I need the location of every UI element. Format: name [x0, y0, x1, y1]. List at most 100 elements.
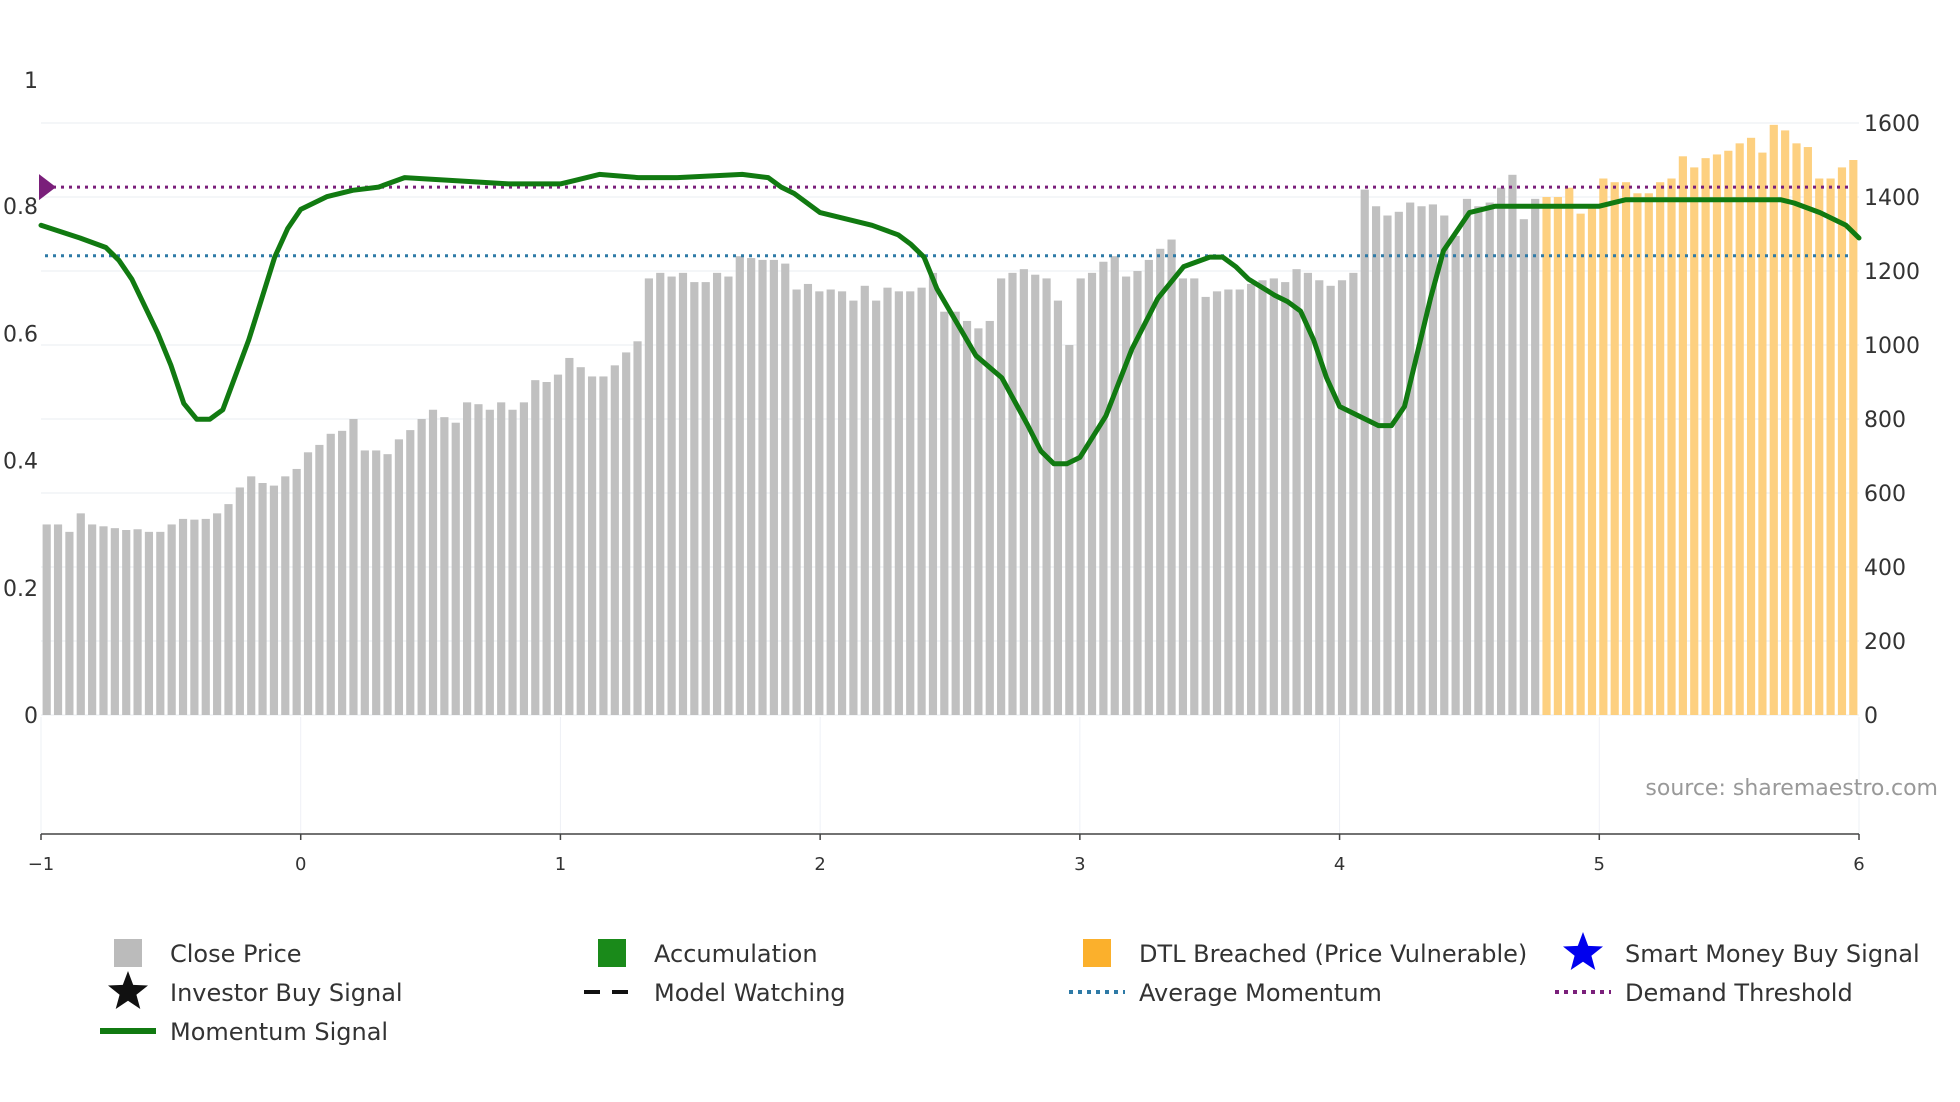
price-bar	[1542, 197, 1551, 715]
x-tick-label: 1	[555, 854, 566, 875]
legend-item: Smart Money Buy Signal	[1563, 932, 1920, 970]
price-bar	[951, 311, 960, 715]
price-bar	[1076, 278, 1085, 715]
price-bar	[1065, 345, 1074, 715]
x-tick-label: 6	[1853, 854, 1864, 875]
legend-star-icon	[108, 971, 148, 1009]
price-bar	[622, 352, 631, 715]
price-bar	[781, 263, 790, 715]
price-bar	[133, 529, 142, 715]
price-bar	[985, 320, 994, 715]
price-bar	[1383, 215, 1392, 715]
price-bar	[76, 513, 85, 715]
legend-label: Momentum Signal	[170, 1018, 388, 1046]
right-tick-label: 1200	[1864, 260, 1920, 285]
legend-item: Close Price	[114, 939, 302, 968]
price-bar	[1190, 278, 1199, 715]
price-bar	[1678, 156, 1687, 716]
price-bar	[1576, 213, 1585, 715]
price-bar	[383, 454, 392, 715]
legend-label: Smart Money Buy Signal	[1625, 940, 1920, 968]
price-bar	[1815, 178, 1824, 715]
legend-item: DTL Breached (Price Vulnerable)	[1083, 939, 1527, 968]
right-tick-label: 800	[1864, 408, 1906, 433]
price-bar	[599, 376, 608, 715]
left-tick-label: 0.8	[3, 195, 38, 220]
price-bar	[1224, 289, 1233, 715]
price-bar	[1440, 215, 1449, 715]
price-bar	[849, 300, 858, 715]
x-tick-label: 5	[1594, 854, 1605, 875]
price-bar	[769, 259, 778, 715]
price-bar	[633, 341, 642, 715]
price-bar	[485, 409, 494, 715]
price-bar	[1235, 289, 1244, 715]
price-bar	[519, 402, 528, 715]
price-bar	[701, 282, 710, 715]
price-bar	[690, 282, 699, 715]
right-tick-label: 0	[1864, 704, 1878, 729]
price-bar	[213, 513, 222, 715]
price-bar	[565, 357, 574, 715]
price-bar	[1201, 296, 1210, 715]
price-bar	[1792, 143, 1801, 716]
price-bar	[815, 291, 824, 715]
price-bar	[1633, 193, 1642, 716]
price-bar	[156, 531, 165, 715]
price-bar	[508, 409, 517, 715]
price-bar	[428, 409, 438, 715]
price-bar	[531, 380, 540, 715]
legend-label: Accumulation	[654, 940, 818, 968]
price-bar	[1587, 208, 1597, 715]
price-bar	[53, 524, 63, 715]
price-bar	[1531, 198, 1540, 716]
price-bar	[224, 504, 233, 715]
right-tick-label: 1600	[1864, 112, 1920, 137]
left-tick-label: 0.6	[3, 322, 38, 347]
price-bar	[1019, 269, 1028, 715]
price-bar	[860, 285, 869, 715]
price-bar	[1735, 143, 1744, 716]
price-bar	[1474, 206, 1483, 715]
price-bar	[1031, 274, 1040, 715]
axes: 0 0.2 0.4 0.6 0.8 1 0 200 400 600 800 1000 1200 1400 1…	[3, 69, 1920, 875]
price-bar	[906, 291, 915, 715]
price-bar	[110, 528, 119, 715]
price-bar	[281, 476, 290, 715]
price-bar	[1156, 248, 1165, 716]
price-bar	[997, 278, 1006, 715]
price-bar	[735, 256, 744, 715]
right-tick-label: 1000	[1864, 334, 1920, 359]
right-tick-label: 200	[1864, 630, 1906, 655]
demand-threshold-marker	[39, 174, 56, 201]
momentum-signal-line	[38, 171, 1862, 467]
price-bar	[1485, 202, 1494, 716]
left-tick-label: 0.2	[3, 577, 38, 602]
legend-label: DTL Breached (Price Vulnerable)	[1139, 940, 1527, 968]
price-bar	[235, 487, 244, 715]
price-bar	[1667, 178, 1676, 715]
price-bar	[42, 524, 51, 715]
price-bar	[758, 259, 767, 715]
price-bar	[1122, 276, 1131, 715]
price-bar	[1269, 278, 1278, 715]
price-bar	[1656, 182, 1665, 715]
price-bar	[587, 376, 597, 715]
legend-label: Demand Threshold	[1625, 979, 1853, 1007]
price-bar	[1258, 280, 1267, 715]
price-bar	[1781, 130, 1790, 715]
price-bar	[360, 450, 369, 715]
legend-item: Average Momentum	[1069, 979, 1382, 1007]
price-bar	[269, 485, 279, 715]
price-bar	[576, 367, 585, 715]
price-bar	[1610, 182, 1619, 715]
price-bar	[792, 289, 801, 715]
price-bar	[1360, 189, 1369, 716]
price-bar	[1292, 269, 1301, 715]
source-label: source: sharemaestro.com	[1645, 776, 1938, 801]
close-price-bars	[42, 124, 1858, 716]
x-tick-label: 2	[814, 854, 825, 875]
price-bar	[394, 439, 404, 715]
price-bar	[1303, 272, 1313, 715]
price-bar	[1565, 187, 1574, 715]
